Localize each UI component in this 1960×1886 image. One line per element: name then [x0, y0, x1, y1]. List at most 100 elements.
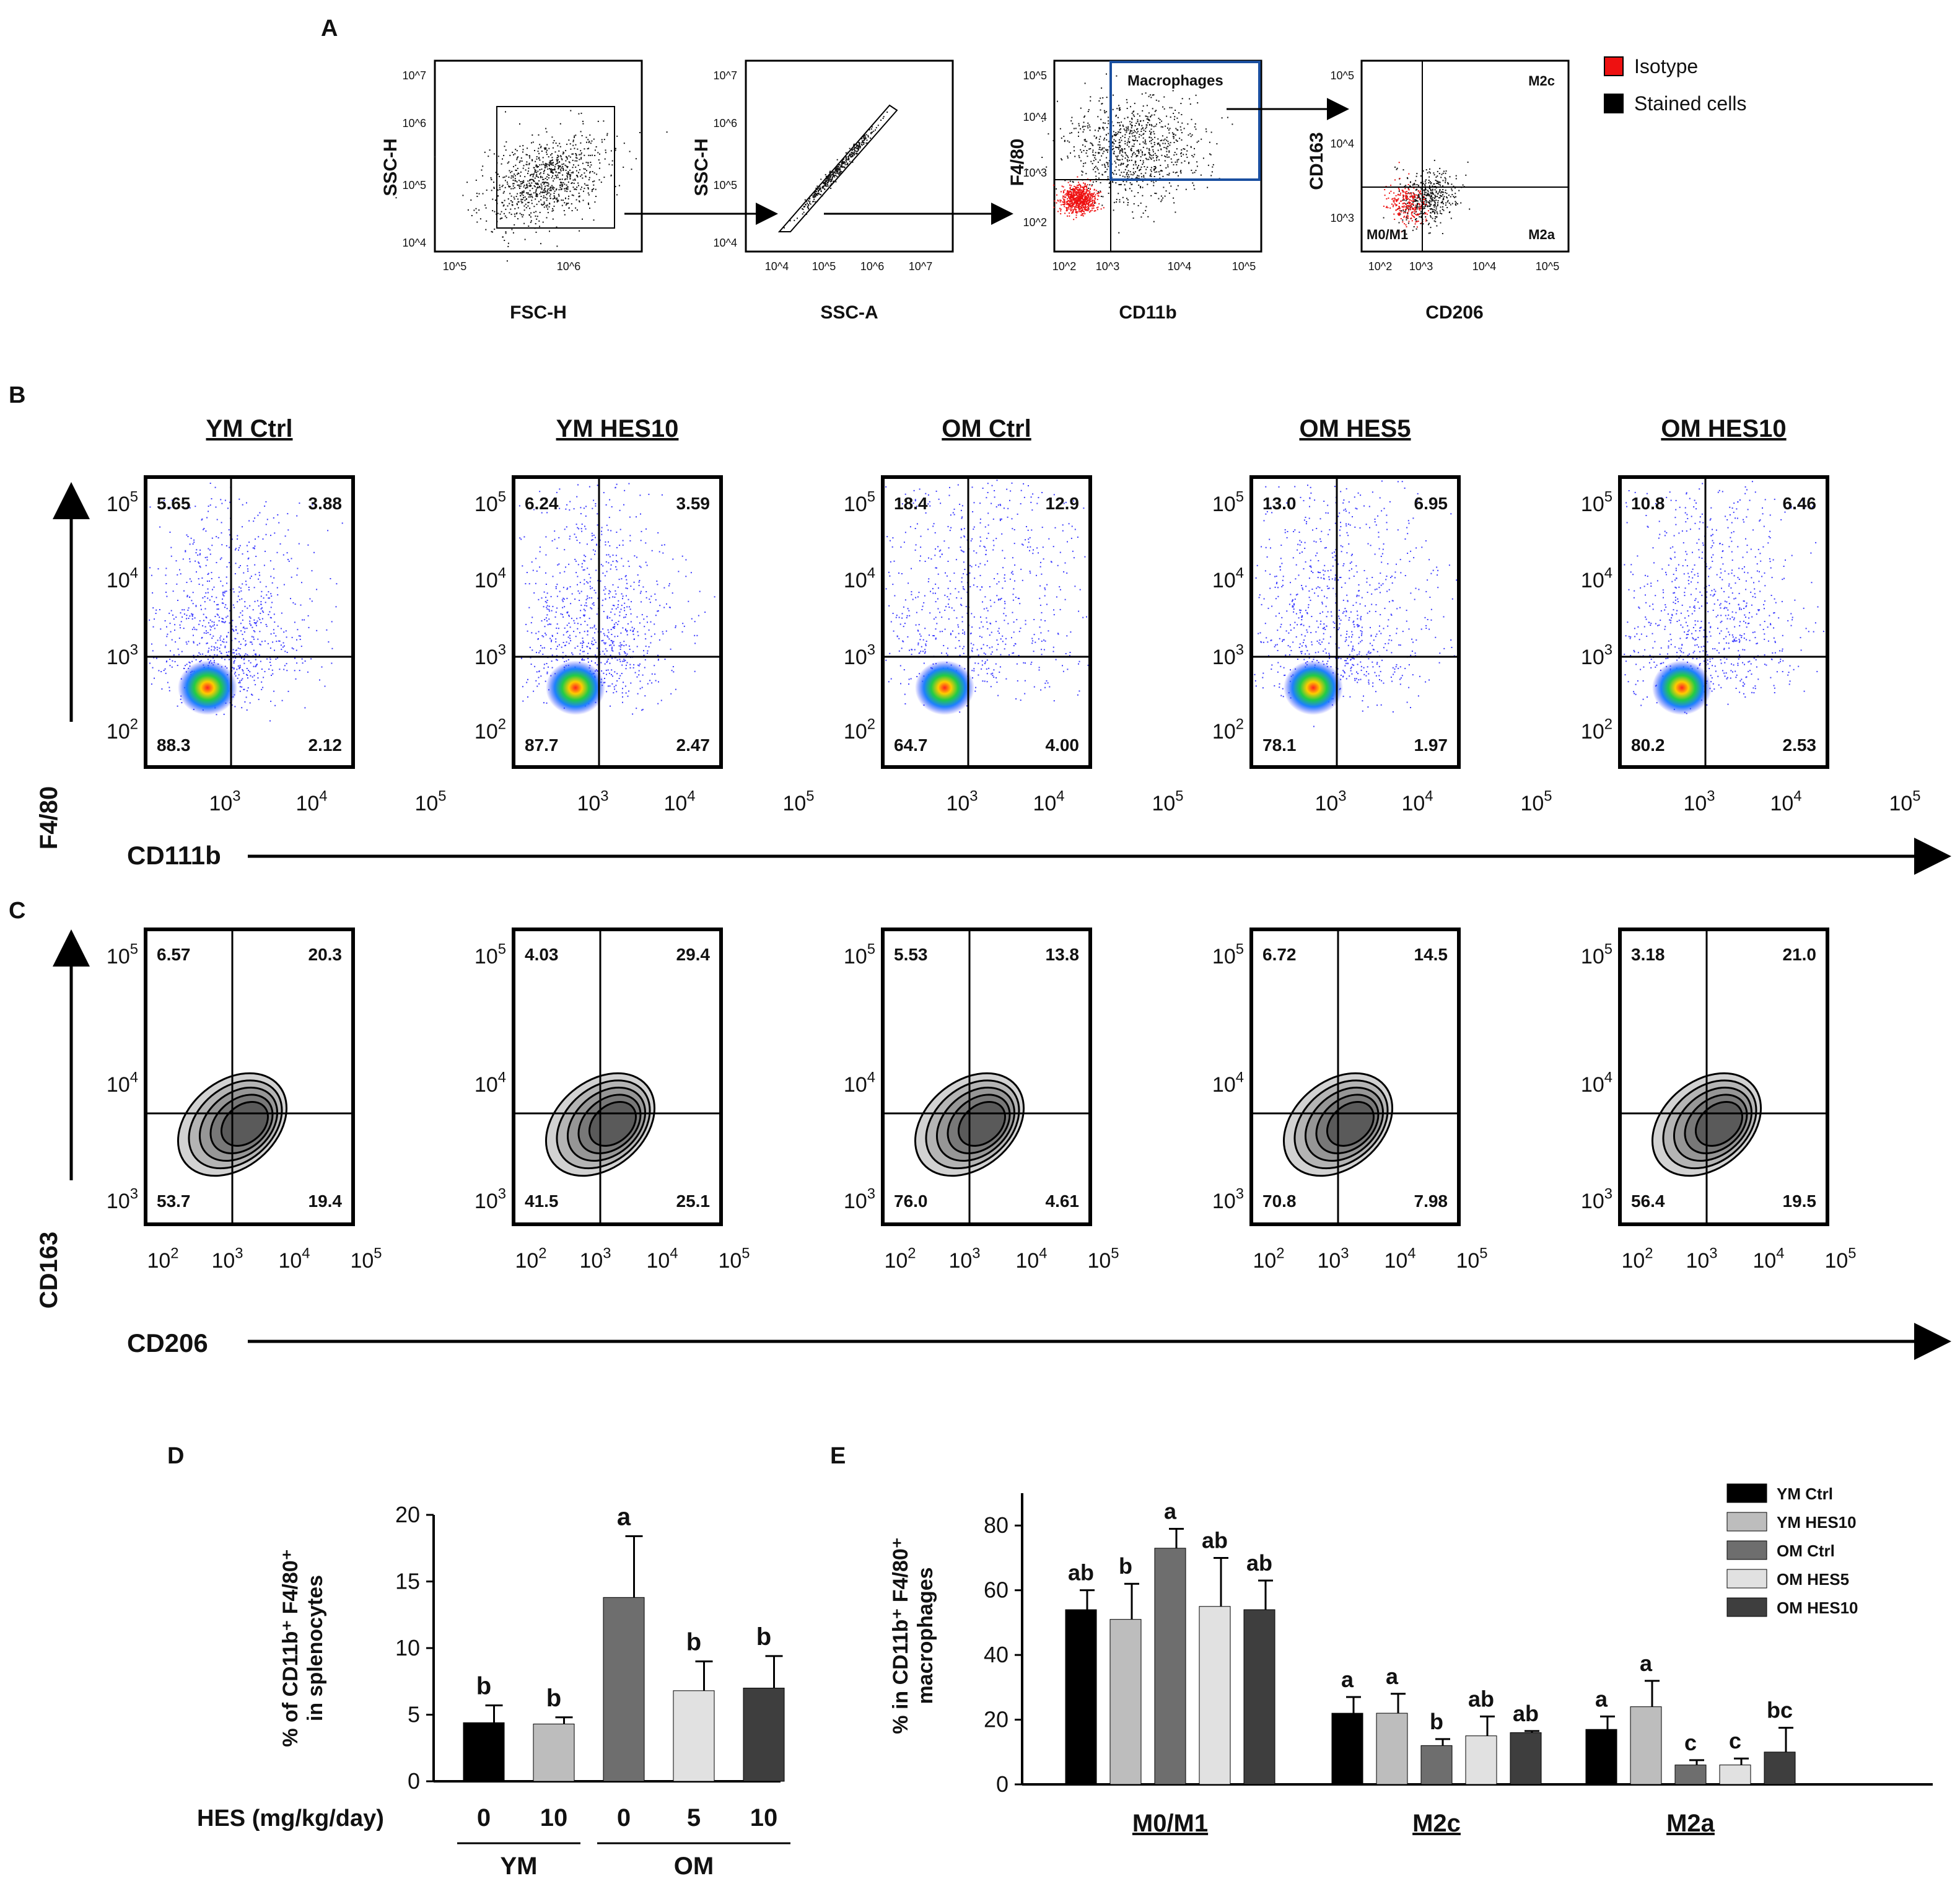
- event-dot: [1194, 154, 1196, 156]
- event-dot: [155, 657, 157, 659]
- event-dot: [1418, 213, 1420, 215]
- event-dot: [1396, 200, 1398, 202]
- event-dot: [1126, 144, 1128, 146]
- event-dot: [1159, 122, 1161, 124]
- event-dot: [1420, 223, 1422, 224]
- event-dot: [1095, 138, 1097, 139]
- event-dot: [164, 668, 166, 670]
- event-dot: [853, 144, 854, 146]
- event-dot: [1085, 195, 1087, 197]
- event-dot: [574, 147, 575, 149]
- event-dot: [198, 652, 200, 654]
- event-dot: [237, 538, 238, 540]
- event-dot: [1151, 114, 1153, 116]
- event-dot: [517, 156, 519, 158]
- event-dot: [546, 154, 548, 156]
- event-dot: [201, 577, 203, 579]
- event-dot: [1412, 216, 1414, 217]
- event-dot: [1108, 133, 1109, 134]
- event-dot: [1075, 204, 1077, 206]
- event-dot: [196, 644, 198, 646]
- event-dot: [655, 599, 657, 601]
- event-dot: [846, 161, 847, 163]
- event-dot: [482, 175, 484, 177]
- event-dot: [566, 172, 568, 174]
- event-dot: [505, 232, 507, 234]
- event-dot: [535, 164, 537, 166]
- event-dot: [1119, 159, 1121, 161]
- event-dot: [1087, 111, 1089, 112]
- event-dot: [216, 608, 218, 610]
- event-dot: [569, 156, 571, 158]
- event-dot: [1428, 171, 1430, 173]
- event-dot: [1403, 206, 1405, 208]
- event-dot: [1430, 212, 1432, 214]
- event-dot: [1417, 185, 1419, 186]
- event-dot: [1075, 194, 1077, 195]
- event-dot: [540, 175, 541, 177]
- event-dot: [648, 629, 650, 631]
- event-dot: [638, 584, 640, 586]
- event-dot: [1407, 207, 1409, 209]
- event-dot: [1079, 201, 1081, 203]
- event-dot: [1119, 144, 1120, 146]
- event-dot: [1067, 200, 1069, 202]
- event-dot: [1122, 162, 1124, 164]
- event-dot: [547, 182, 549, 184]
- event-dot: [675, 688, 676, 690]
- event-dot: [1082, 191, 1084, 193]
- event-dot: [1158, 100, 1160, 102]
- event-dot: [575, 153, 577, 154]
- event-dot: [1162, 175, 1164, 177]
- event-dot: [572, 195, 574, 196]
- event-dot: [1393, 200, 1394, 202]
- event-dot: [617, 623, 619, 625]
- event-dot: [610, 530, 612, 532]
- event-dot: [1401, 230, 1402, 232]
- event-dot: [1076, 186, 1078, 188]
- event-dot: [296, 574, 298, 576]
- event-dot: [1088, 193, 1089, 195]
- event-dot: [310, 658, 312, 660]
- event-dot: [229, 562, 230, 564]
- event-dot: [1434, 196, 1436, 198]
- event-dot: [1118, 193, 1119, 195]
- event-dot: [1158, 171, 1160, 173]
- event-dot: [535, 175, 537, 177]
- event-dot: [502, 236, 504, 238]
- event-dot: [1074, 197, 1075, 199]
- event-dot: [240, 587, 242, 589]
- event-dot: [1406, 205, 1408, 207]
- event-dot: [1086, 188, 1088, 190]
- event-dot: [294, 657, 295, 659]
- event-dot: [588, 179, 590, 181]
- event-dot: [1084, 208, 1085, 210]
- event-dot: [640, 513, 641, 515]
- event-dot: [1098, 203, 1100, 204]
- event-dot: [1065, 210, 1067, 212]
- y-tick: 10^6: [714, 117, 737, 129]
- event-dot: [1083, 139, 1085, 141]
- event-dot: [291, 576, 292, 578]
- event-dot: [554, 151, 556, 153]
- event-dot: [1412, 208, 1413, 209]
- event-dot: [1091, 209, 1093, 211]
- event-dot: [587, 582, 589, 584]
- event-dot: [497, 156, 499, 157]
- event-dot: [541, 187, 543, 189]
- event-dot: [535, 215, 536, 217]
- event-dot: [330, 578, 331, 579]
- event-dot: [252, 643, 253, 645]
- event-dot: [518, 173, 520, 175]
- event-dot: [539, 193, 541, 195]
- event-dot: [1090, 142, 1092, 144]
- event-dot: [1437, 182, 1439, 184]
- event-dot: [1139, 115, 1140, 117]
- event-dot: [550, 162, 552, 164]
- event-dot: [586, 141, 587, 143]
- event-dot: [222, 641, 224, 643]
- event-dot: [1180, 103, 1182, 104]
- event-dot: [1422, 203, 1424, 205]
- event-dot: [809, 202, 810, 204]
- event-dot: [825, 185, 826, 187]
